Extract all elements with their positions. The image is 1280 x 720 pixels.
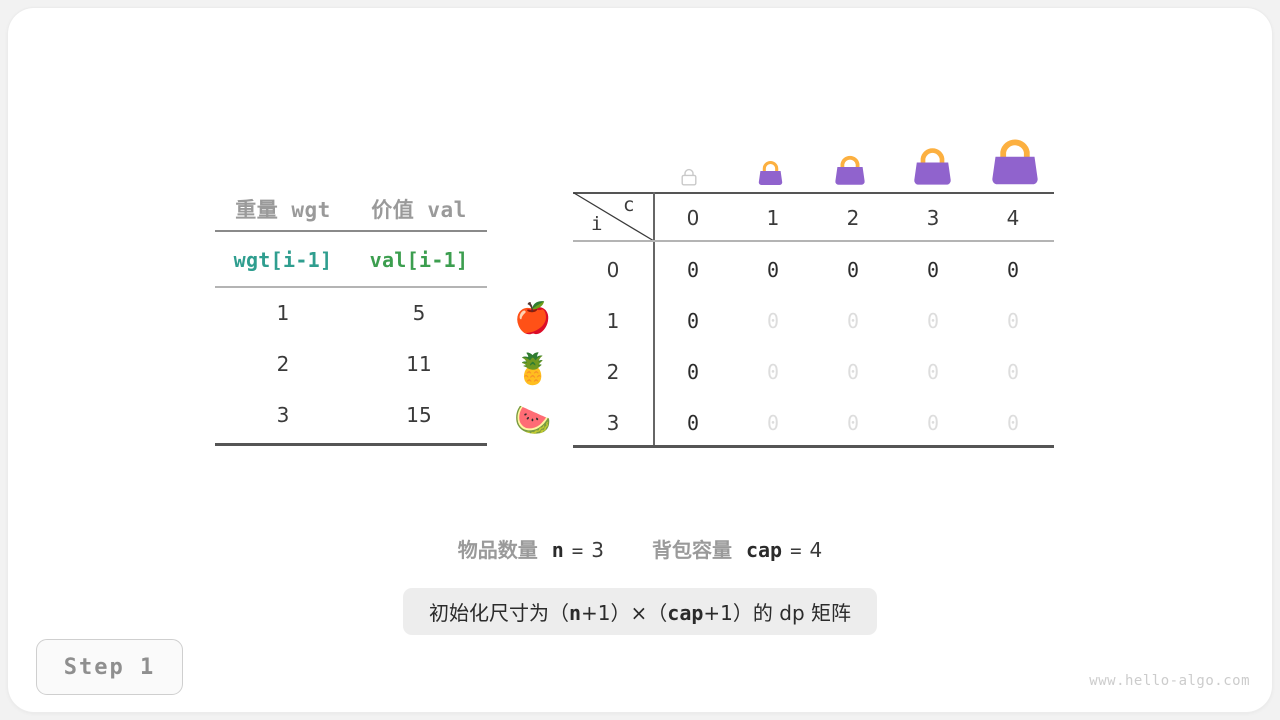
dp-cell-1-4: 0 [1006,309,1020,333]
table-row: 1 0 0 0 0 0 [573,309,1054,333]
caption-part-1: 初始化尺寸为（ [428,601,569,625]
item-weight-1: 1 [276,301,290,325]
items-subheader-val: val[i-1] [369,248,469,272]
dp-rule-top [573,192,1054,194]
caption-bold-cap: cap [667,601,704,625]
dp-corner-diagonal-icon [573,192,655,242]
caption-part-2: +1）×（ [581,601,668,625]
dp-column-header-row: 0 1 2 3 4 [573,206,1054,230]
items-table: 重量 wgt 价值 val wgt[i-1] val[i-1] 1 5 2 11… [215,190,487,446]
dp-corner-row-label: i [591,213,603,235]
items-table-rule-top [215,230,487,232]
dp-row-header-2: 2 [606,360,620,384]
dp-cell-0-2: 0 [846,258,860,282]
items-header-value: 价值 val [371,198,467,222]
item-icons-column: 🍎 🍍 🍉 [505,295,561,445]
dp-cell-2-3: 0 [926,360,940,384]
items-table-header-row: 重量 wgt 价值 val [215,194,487,224]
capacity-bag-row [655,118,1055,186]
dp-cell-3-1: 0 [766,411,780,435]
dp-row-header-0: 0 [606,258,620,282]
watermark: www.hello-algo.com [1089,673,1250,689]
items-table-rule-bottom [215,443,487,446]
dp-cell-1-2: 0 [846,309,860,333]
watermelon-icon: 🍉 [514,403,552,438]
items-header-weight: 重量 wgt [235,198,331,222]
table-row: 2 11 [215,352,487,376]
dp-col-header-1: 1 [766,206,780,230]
item-count-label: 物品数量 [457,538,538,562]
dp-cell-3-0: 0 [686,411,700,435]
dp-vertical-divider [653,192,655,447]
pineapple-icon: 🍍 [514,352,552,387]
apple-icon: 🍎 [514,301,552,336]
dp-cell-2-2: 0 [846,360,860,384]
parameters-line: 物品数量 n = 3 背包容量 cap = 4 [0,534,1280,563]
items-table-rule-mid [215,286,487,288]
item-value-3: 15 [406,403,432,427]
dp-cell-3-2: 0 [846,411,860,435]
item-value-1: 5 [412,301,426,325]
dp-cell-3-4: 0 [1006,411,1020,435]
dp-row-header-1: 1 [606,309,620,333]
dp-cell-1-0: 0 [686,309,700,333]
item-count-equals: = [571,540,584,562]
dp-corner-col-label: c [623,194,635,216]
bag-icon-capacity-2 [832,153,868,186]
capacity-var: cap [745,538,783,562]
dp-cell-2-4: 0 [1006,360,1020,384]
dp-matrix-table: i c 0 1 2 3 4 0 0 0 0 0 0 1 [573,192,1054,448]
caption-pill: 初始化尺寸为（n+1）×（cap+1）的 dp 矩阵 [402,588,877,635]
dp-col-header-3: 3 [926,206,940,230]
table-row: 3 0 0 0 0 0 [573,411,1054,435]
table-row: 2 0 0 0 0 0 [573,360,1054,384]
dp-cell-2-1: 0 [766,360,780,384]
dp-col-header-0: 0 [686,206,700,230]
bag-icon-capacity-4 [987,135,1043,186]
dp-row-header-3: 3 [606,411,620,435]
dp-cell-0-3: 0 [926,258,940,282]
dp-cell-1-1: 0 [766,309,780,333]
items-subheader-wgt: wgt[i-1] [233,248,333,272]
item-weight-3: 3 [276,403,290,427]
dp-col-header-4: 4 [1006,206,1020,230]
dp-col-header-2: 2 [846,206,860,230]
step-badge-label: Step 1 [63,654,156,680]
dp-cell-0-0: 0 [686,258,700,282]
dp-rule-mid [573,240,1054,242]
table-row: 1 5 [215,301,487,325]
dp-cell-3-3: 0 [926,411,940,435]
bag-icon-capacity-1 [756,160,785,186]
table-row: 3 15 [215,403,487,427]
item-count-var: n [551,538,564,562]
dp-cell-0-1: 0 [766,258,780,282]
capacity-label: 背包容量 [651,538,732,562]
item-count-value: 3 [591,538,604,562]
bag-icon-capacity-3 [910,145,955,186]
dp-rule-bottom [573,445,1054,448]
dp-cell-1-3: 0 [926,309,940,333]
item-value-2: 11 [406,352,432,376]
dp-cell-0-4: 0 [1006,258,1020,282]
caption-wrapper: 初始化尺寸为（n+1）×（cap+1）的 dp 矩阵 [0,588,1280,635]
step-badge: Step 1 [36,639,183,695]
caption-bold-n: n [568,601,582,625]
table-row: 0 0 0 0 0 0 [573,258,1054,282]
item-weight-2: 2 [276,352,290,376]
items-table-subheader-row: wgt[i-1] val[i-1] [215,248,487,272]
bag-icon-capacity-0 [679,168,699,186]
dp-cell-2-0: 0 [686,360,700,384]
capacity-value: 4 [809,538,823,562]
capacity-equals: = [790,540,802,562]
caption-part-3: +1）的 dp 矩阵 [703,601,851,625]
